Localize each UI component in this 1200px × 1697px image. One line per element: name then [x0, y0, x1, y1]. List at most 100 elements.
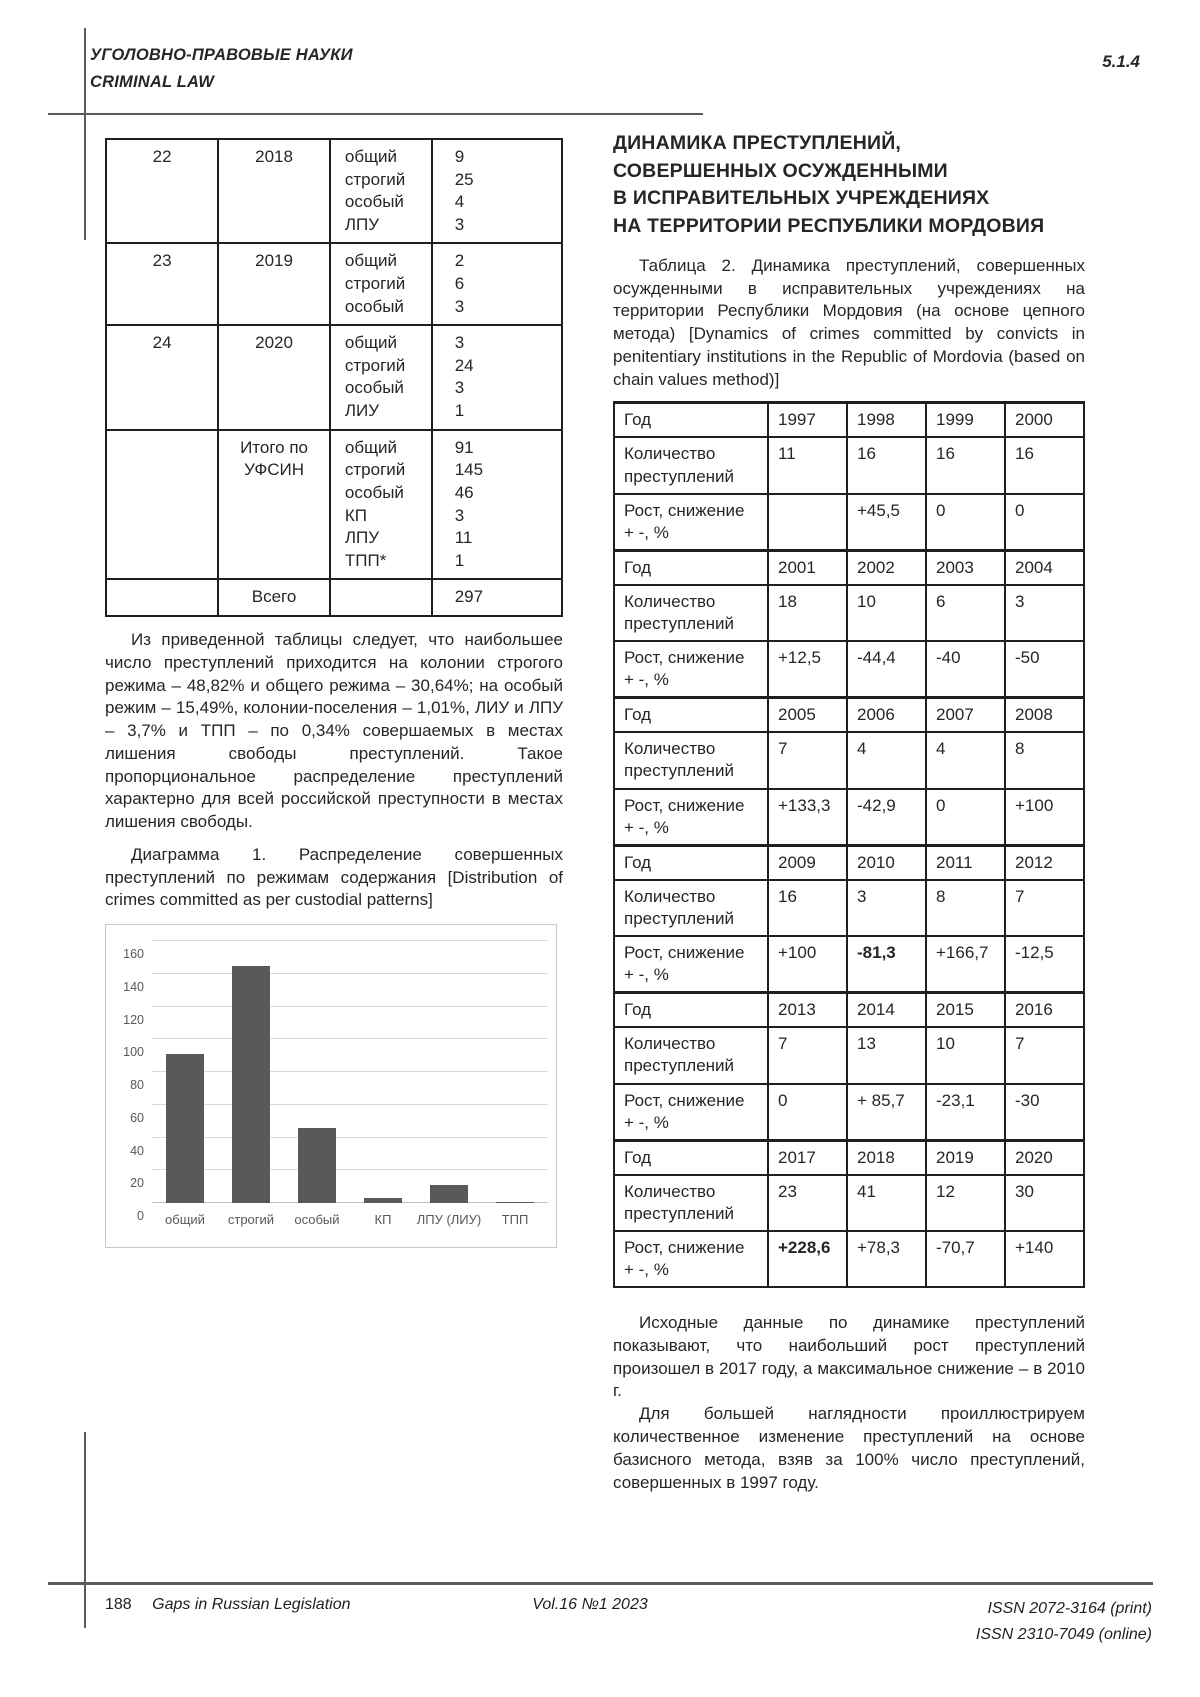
right-paragraph-2: Для большей наглядности проиллюстрируем … [613, 1404, 1085, 1492]
table-cell: +100 [767, 935, 848, 994]
table-cell: +166,7 [925, 935, 1006, 994]
table-cell: 8 [925, 878, 1006, 938]
header-section: УГОЛОВНО-ПРАВОВЫЕ НАУКИ CRIMINAL LAW [90, 42, 353, 95]
table-cell: Рост, снижение + -, % [613, 1082, 769, 1142]
issn-print: ISSN 2072-3164 (print) [987, 1600, 1152, 1617]
table-cell: 12 [925, 1173, 1006, 1232]
table-cell: 7 [767, 731, 848, 790]
table-cell: Итого по УФСИН [217, 428, 331, 581]
table-cell: 2014 [846, 991, 927, 1029]
table-row: Рост, снижение + -, % 0 + 85,7 -23,1 -30 [613, 1082, 1085, 1142]
table-row: Количество преступлений 18 10 6 3 [613, 583, 1085, 643]
table-cell: 2010 [846, 843, 927, 881]
bar-chart-plot: 0 20 40 60 80 100 120 140 160 общий строгий особый К… [123, 940, 548, 1227]
table-row: Год 2017 2018 2019 2020 [613, 1138, 1085, 1176]
table-cell: Год [613, 843, 769, 881]
table-cell: 2008 [1004, 696, 1085, 734]
table-cell: 0 [925, 492, 1006, 552]
table-cell: 2002 [846, 548, 927, 586]
chart-gridline: 120 [123, 1005, 548, 1027]
left-column: 22 2018 общий строгий особый ЛПУ 9 25 4 3 23… [104, 137, 564, 1249]
table-row: Рост, снижение + -, % +228,6 +78,3 -70,7 +14… [613, 1229, 1085, 1289]
table-cell: Количество преступлений [613, 1026, 769, 1085]
chart-gridline: 40 [130, 1136, 548, 1158]
footer-volume: Vol.16 №1 2023 [532, 1596, 648, 1613]
table2-caption: Таблица 2. Динамика преступлений, соверш… [613, 255, 1085, 389]
chart-gridline: 160 [123, 940, 548, 961]
table-cell: Количество преступлений [613, 583, 769, 643]
table-cell: 2006 [846, 696, 927, 734]
x-axis-category-label: ТПП [501, 1212, 529, 1228]
table-row: Количество преступлений 7 13 10 7 [613, 1026, 1085, 1085]
table-cell: 16 [846, 436, 927, 495]
table-cell: общий строгий особый ЛИУ [328, 324, 433, 431]
table-cell: +12,5 [767, 640, 848, 699]
table-cell: общий строгий особый ЛПУ [328, 137, 433, 245]
y-axis-tick-label: 160 [123, 947, 144, 962]
left-margin-line-top [84, 28, 86, 240]
table-cell: 2005 [767, 696, 848, 734]
table-cell: Год [613, 991, 769, 1029]
table-cell: 4 [846, 731, 927, 790]
table-cell: -81,3 [846, 935, 927, 994]
table-cell: 3 24 3 1 [430, 324, 564, 431]
table-cell: 30 [1004, 1173, 1085, 1232]
y-axis-tick-label: 80 [130, 1078, 144, 1093]
chart-gridline: 100 [123, 1038, 548, 1059]
table-cell: 8 [1004, 731, 1085, 790]
table-cell: 2013 [767, 991, 848, 1029]
table-row: Год 2005 2006 2007 2008 [613, 696, 1085, 734]
table-cell: 2018 [217, 137, 331, 245]
table-cell: 16 [925, 436, 1006, 495]
classification-code: 5.1.4 [1102, 52, 1140, 71]
table-cell: Количество преступлений [613, 436, 769, 495]
chart-category-slot: КП [350, 941, 416, 1227]
table-cell: 3 [1004, 583, 1085, 643]
footer-issn: ISSN 2072-3164 (print) ISSN 2310-7049 (o… [976, 1596, 1152, 1647]
table-cell: 16 [1004, 436, 1085, 495]
table-row: 22 2018 общий строгий особый ЛПУ 9 25 4 3 [104, 137, 564, 245]
table-cell: -70,7 [925, 1229, 1006, 1289]
table-row: Количество преступлений 11 16 16 16 [613, 436, 1085, 495]
chart-gridline: 80 [130, 1071, 548, 1092]
table-cell: 2017 [767, 1138, 848, 1176]
journal-name: Gaps in Russian Legislation [152, 1596, 351, 1613]
table-cell: 2019 [925, 1138, 1006, 1176]
table-cell: 2009 [767, 843, 848, 881]
table-cell: 2 6 3 [430, 242, 564, 327]
table-cell: 23 [767, 1173, 848, 1232]
table-cell: + 85,7 [846, 1082, 927, 1142]
table-cell: Количество преступлений [613, 1173, 769, 1232]
table-cell: 2001 [767, 548, 848, 586]
table-cell: 24 [104, 324, 220, 431]
table-cell: Рост, снижение + -, % [613, 492, 769, 552]
table-cell: 297 [430, 578, 564, 617]
table-cell: 22 [104, 137, 220, 245]
table-cell: -40 [925, 640, 1006, 699]
y-axis-tick-label: 0 [137, 1209, 144, 1224]
table-row: Количество преступлений 7 4 4 8 [613, 731, 1085, 790]
chart-bar [297, 1127, 336, 1204]
table-cell: +140 [1004, 1229, 1085, 1289]
table-cell: 2015 [925, 991, 1006, 1029]
issn-online: ISSN 2310-7049 (online) [975, 1625, 1152, 1643]
table-cell: -42,9 [846, 787, 927, 847]
table-cell: Количество преступлений [613, 878, 769, 938]
table-cell: +100 [1004, 787, 1085, 847]
table-row: Год 2013 2014 2015 2016 [613, 991, 1085, 1029]
section-title-en: CRIMINAL LAW [90, 72, 214, 91]
table-cell: 2000 [1004, 401, 1085, 439]
table-cell: 1999 [925, 401, 1006, 439]
table-cell: 9 25 4 3 [430, 137, 564, 245]
table-cell: 0 [1004, 492, 1085, 552]
chart-bar [165, 1054, 204, 1204]
x-axis-category-label: КП [374, 1212, 392, 1228]
table-cell: 6 [925, 583, 1006, 643]
x-axis-category-label: особый [294, 1212, 340, 1228]
table-cell: +133,3 [767, 787, 848, 847]
table-row: Рост, снижение + -, % +45,5 0 0 [613, 492, 1085, 552]
left-paragraph: Из приведенной таблицы следует, что наиб… [105, 629, 563, 832]
table-cell: 2007 [925, 696, 1006, 734]
table-cell: Год [613, 696, 769, 734]
table-cell: -12,5 [1004, 935, 1085, 994]
